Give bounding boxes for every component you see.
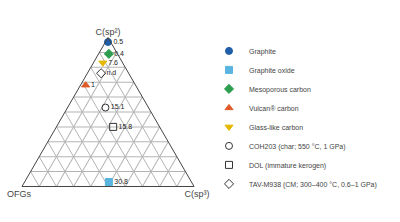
svg-text:15.8: 15.8 bbox=[119, 123, 133, 130]
svg-text:Graphite: Graphite bbox=[249, 48, 276, 56]
svg-text:COH203 (char; 550 °C, 1 GPa): COH203 (char; 550 °C, 1 GPa) bbox=[249, 143, 346, 151]
svg-text:Vulcan® carbon: Vulcan® carbon bbox=[249, 105, 299, 112]
svg-text:7.6: 7.6 bbox=[108, 59, 118, 66]
svg-text:0.4: 0.4 bbox=[114, 50, 124, 57]
svg-text:TAV-M938 (CM; 300–400 °C, 0.6–: TAV-M938 (CM; 300–400 °C, 0.6–1 GPa) bbox=[249, 181, 377, 189]
svg-text:C(sp³): C(sp³) bbox=[185, 189, 210, 199]
svg-text:Graphite oxide: Graphite oxide bbox=[249, 67, 295, 75]
svg-text:Mesoporous carbon: Mesoporous carbon bbox=[249, 86, 311, 94]
svg-text:n.d: n.d bbox=[107, 69, 117, 76]
svg-text:15.1: 15.1 bbox=[111, 103, 125, 110]
svg-text:OFGs: OFGs bbox=[7, 189, 31, 199]
svg-text:DOL (immature kerogen): DOL (immature kerogen) bbox=[249, 162, 326, 170]
svg-text:1: 1 bbox=[91, 81, 95, 88]
svg-text:C(sp²): C(sp²) bbox=[96, 27, 121, 37]
svg-text:0.5: 0.5 bbox=[113, 38, 123, 45]
svg-text:Glass-like carbon: Glass-like carbon bbox=[249, 124, 303, 131]
svg-text:30.8: 30.8 bbox=[114, 178, 128, 185]
